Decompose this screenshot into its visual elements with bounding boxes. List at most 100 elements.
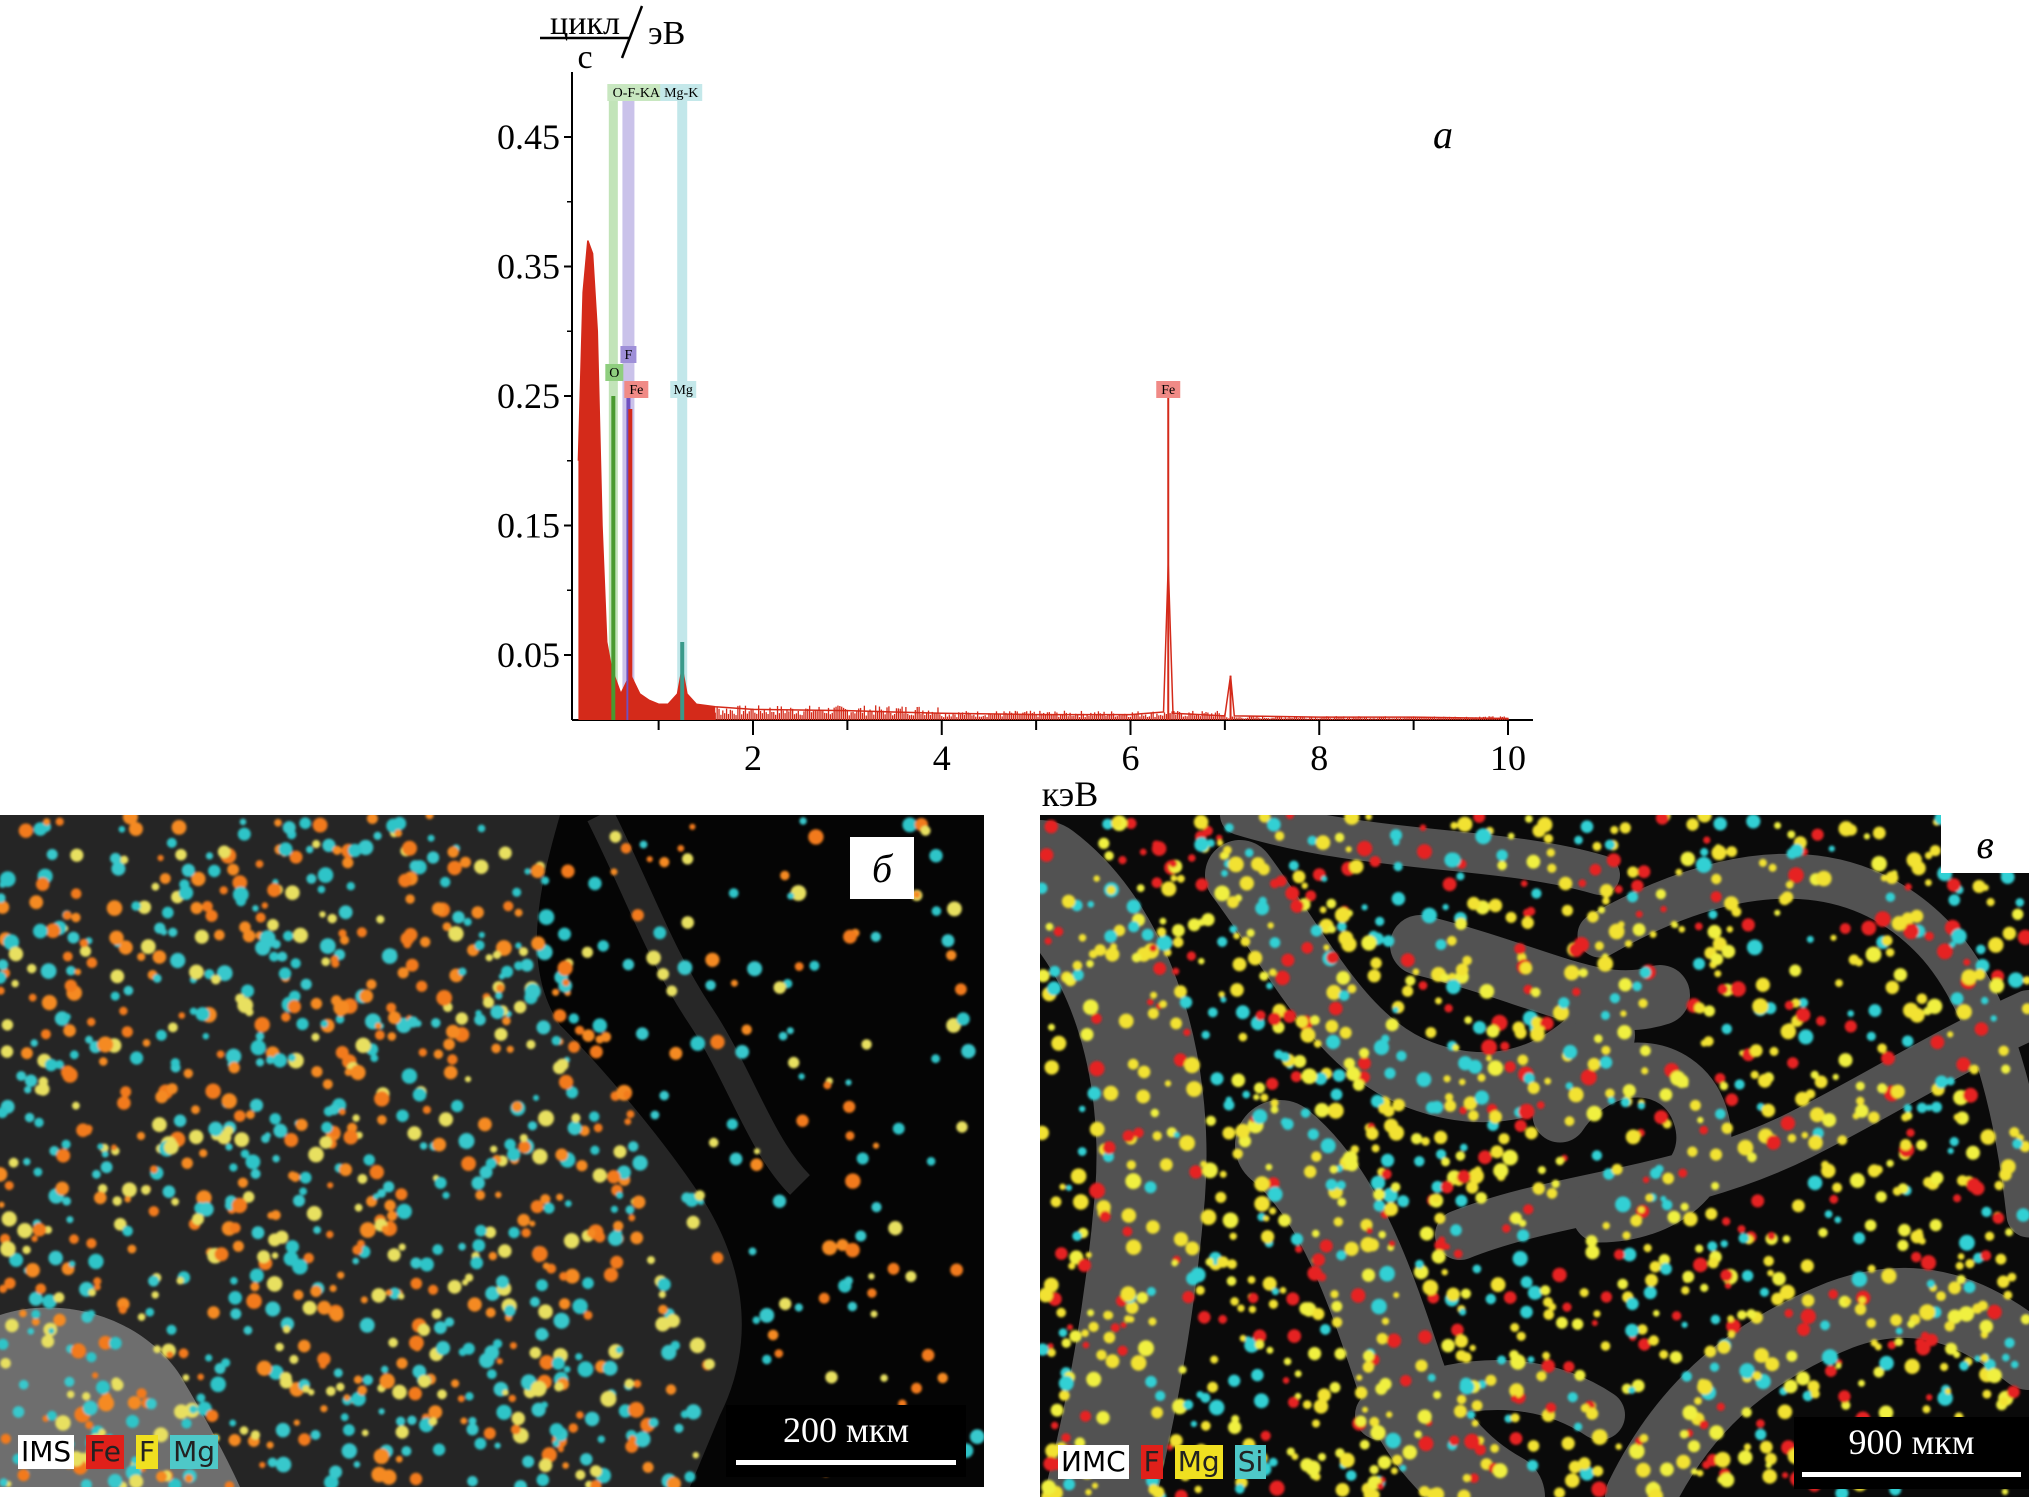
map-dot bbox=[25, 1263, 40, 1278]
map-dot bbox=[274, 819, 282, 827]
map-dot bbox=[581, 946, 594, 958]
map-dot bbox=[299, 1171, 312, 1184]
map-dot bbox=[119, 855, 129, 864]
map-dot bbox=[9, 1252, 24, 1267]
eds-map-image-b bbox=[0, 815, 984, 1487]
ylabel-denominator: с bbox=[577, 39, 592, 76]
map-dot bbox=[1375, 916, 1385, 926]
map-dot bbox=[1334, 1347, 1347, 1360]
map-dot bbox=[630, 1231, 644, 1245]
map-dot bbox=[55, 1181, 69, 1196]
map-dot bbox=[1248, 1305, 1257, 1314]
map-dot bbox=[84, 1124, 93, 1133]
map-dot bbox=[589, 1111, 600, 1122]
map-dot bbox=[531, 1246, 548, 1262]
map-dot bbox=[1496, 849, 1508, 861]
map-dot bbox=[1412, 968, 1420, 976]
map-dot bbox=[1047, 1348, 1056, 1357]
map-dot bbox=[1870, 1339, 1878, 1347]
map-dot bbox=[1335, 1483, 1350, 1497]
map-dot bbox=[1844, 1297, 1852, 1305]
map-dot bbox=[270, 1210, 281, 1221]
map-dot bbox=[490, 1005, 505, 1020]
map-dot bbox=[1986, 898, 1995, 907]
map-dot bbox=[1434, 1130, 1448, 1144]
map-dot bbox=[168, 1022, 178, 1033]
ylabel-unit: эВ bbox=[648, 15, 685, 52]
x-tick-label: 10 bbox=[1490, 738, 1526, 778]
map-dot bbox=[526, 1039, 536, 1050]
map-dot bbox=[1270, 1099, 1279, 1107]
map-dot bbox=[1589, 863, 1602, 876]
map-dot bbox=[475, 1010, 482, 1017]
map-dot bbox=[86, 1238, 97, 1249]
map-dot bbox=[541, 1401, 548, 1409]
map-dot bbox=[317, 1300, 332, 1315]
map-dot bbox=[343, 1394, 351, 1401]
map-dot bbox=[1207, 1381, 1218, 1393]
map-dot bbox=[1040, 1343, 1049, 1356]
map-dot bbox=[1722, 1217, 1731, 1226]
scalebar-b: 200 мкм bbox=[726, 1405, 966, 1477]
map-dot bbox=[1998, 1045, 2009, 1056]
map-dot bbox=[255, 860, 264, 868]
map-dot bbox=[31, 1235, 38, 1242]
map-dot bbox=[251, 1226, 265, 1240]
map-dot bbox=[530, 1200, 544, 1214]
map-dot bbox=[1083, 999, 1099, 1015]
map-dot bbox=[0, 871, 16, 887]
map-dot bbox=[377, 1115, 387, 1125]
map-dot bbox=[1835, 1486, 1849, 1497]
map-dot bbox=[1565, 1473, 1580, 1488]
map-dot bbox=[1637, 1206, 1645, 1214]
map-dot bbox=[1788, 867, 1804, 883]
map-dot bbox=[1759, 1440, 1773, 1454]
map-dot bbox=[86, 1352, 97, 1363]
map-dot bbox=[56, 1148, 71, 1163]
map-dot bbox=[1193, 815, 1209, 830]
map-dot bbox=[1517, 1054, 1529, 1066]
map-dot bbox=[159, 873, 171, 884]
map-dot bbox=[475, 1224, 487, 1237]
map-dot bbox=[3, 934, 20, 951]
map-dot bbox=[63, 1024, 76, 1037]
map-dot bbox=[151, 1291, 159, 1299]
map-dot bbox=[337, 1271, 345, 1279]
map-dot bbox=[1146, 1220, 1160, 1234]
map-dot bbox=[438, 1112, 453, 1127]
map-dot bbox=[223, 1126, 234, 1136]
map-dot bbox=[1446, 1287, 1460, 1302]
map-dot bbox=[181, 1418, 192, 1429]
map-dot bbox=[0, 893, 6, 903]
map-dot bbox=[628, 1435, 637, 1444]
map-dot bbox=[867, 1288, 877, 1298]
map-dot bbox=[1458, 1078, 1466, 1086]
map-dot bbox=[1290, 899, 1304, 913]
map-dot bbox=[259, 930, 276, 946]
map-dot bbox=[1388, 1125, 1405, 1141]
map-dot bbox=[1721, 944, 1736, 959]
map-dot bbox=[1321, 875, 1328, 882]
map-dot bbox=[1762, 1469, 1777, 1484]
map-dot bbox=[1361, 1268, 1376, 1282]
map-dot bbox=[1949, 941, 1956, 948]
map-dot bbox=[653, 926, 667, 940]
map-dot bbox=[1468, 1110, 1479, 1121]
map-dot bbox=[237, 1177, 248, 1188]
map-dot bbox=[1358, 1056, 1371, 1070]
map-dot bbox=[1502, 1149, 1518, 1166]
map-dot bbox=[358, 839, 374, 856]
map-dot bbox=[208, 1121, 223, 1137]
map-dot bbox=[1246, 928, 1255, 938]
map-dot bbox=[1073, 1194, 1089, 1210]
map-dot bbox=[1268, 1012, 1281, 1026]
map-dot bbox=[137, 1313, 146, 1321]
map-dot bbox=[2001, 1064, 2011, 1074]
map-dot bbox=[1593, 1310, 1601, 1318]
map-dot bbox=[1242, 1090, 1250, 1099]
map-dot bbox=[189, 1007, 198, 1015]
map-dot bbox=[1774, 909, 1781, 916]
map-dot bbox=[1065, 1184, 1072, 1191]
map-dot bbox=[1807, 1175, 1823, 1191]
map-dot bbox=[62, 1196, 71, 1206]
